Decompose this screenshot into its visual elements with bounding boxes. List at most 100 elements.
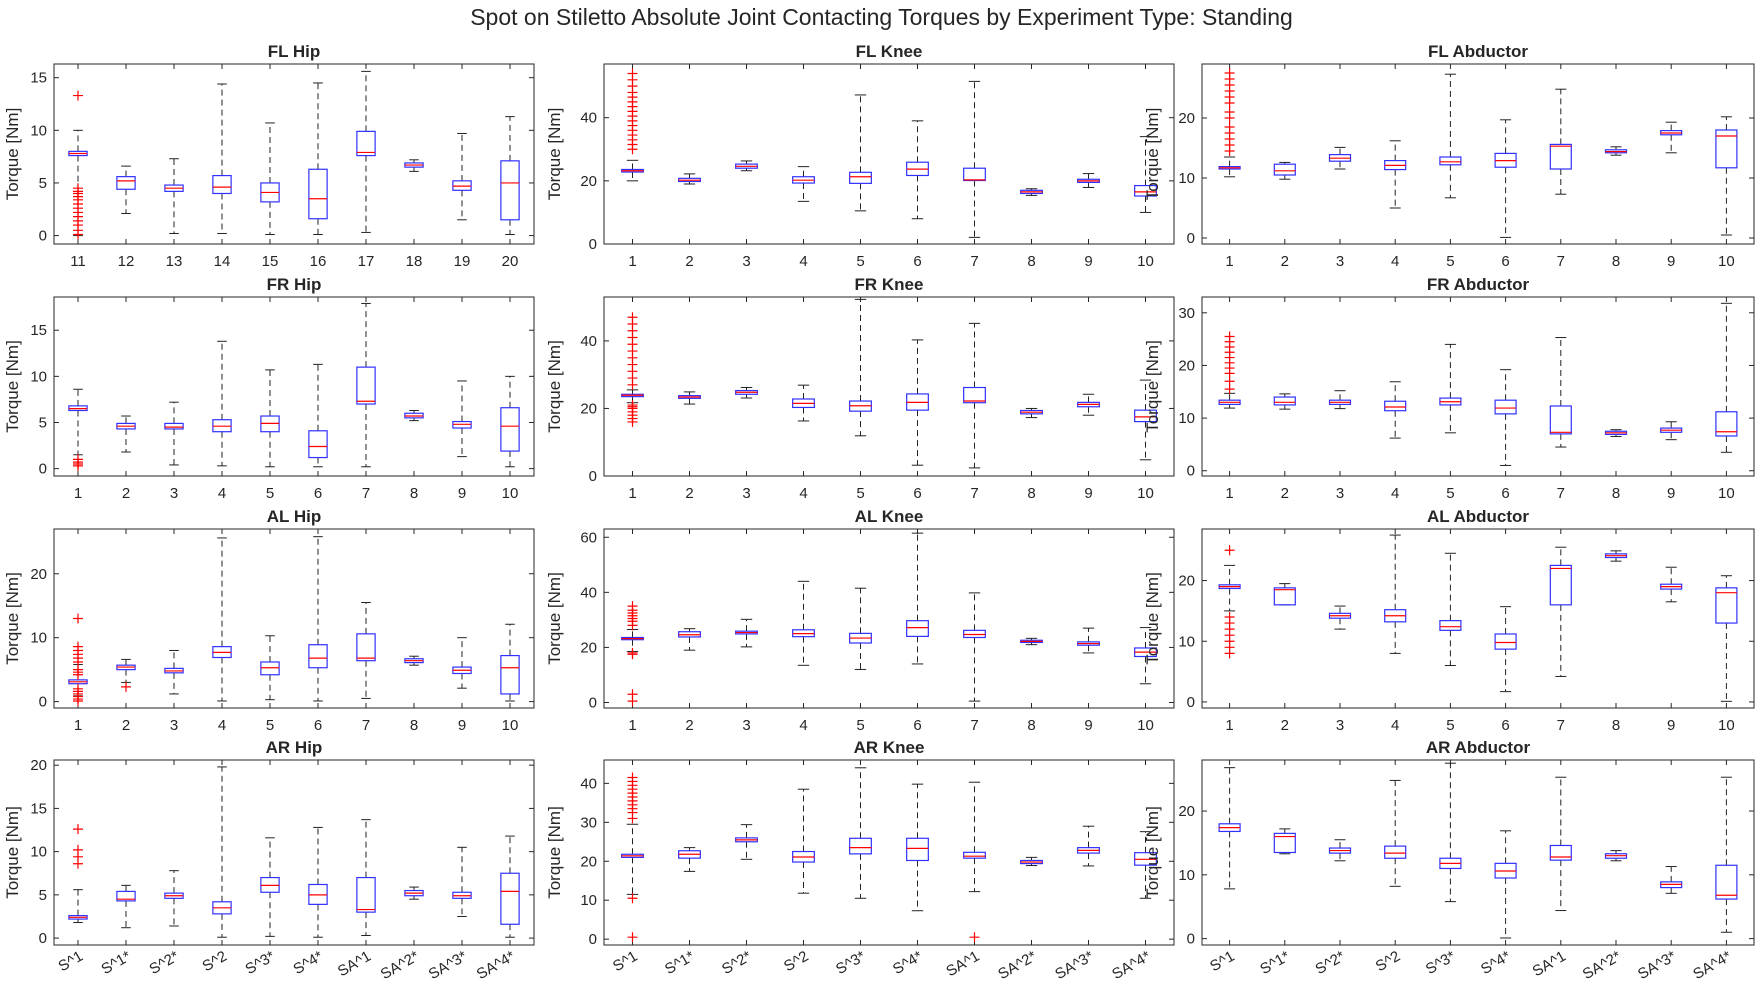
box-group xyxy=(1604,429,1628,438)
box-group xyxy=(212,766,232,938)
outlier-marker xyxy=(1224,68,1235,78)
x-tick-label: 5 xyxy=(266,485,274,502)
box-group xyxy=(1020,188,1043,196)
x-tick-label: 7 xyxy=(970,485,978,502)
box-group xyxy=(116,658,136,692)
outlier-marker xyxy=(627,649,638,660)
y-tick-label: 0 xyxy=(1187,230,1195,247)
box-group xyxy=(1384,140,1407,209)
y-tick-label: 40 xyxy=(580,584,597,601)
outlier-marker xyxy=(121,681,131,692)
box-group xyxy=(404,886,424,900)
box-group xyxy=(1715,575,1738,702)
y-tick-label: 40 xyxy=(580,333,597,350)
x-tick-label: 8 xyxy=(1612,253,1620,270)
x-tick-label: 8 xyxy=(410,485,418,502)
box-group xyxy=(356,819,376,936)
x-tick-label: 1 xyxy=(628,485,636,502)
subplot-ar-knee: AR Knee 0 10 20 30 40 Torque [Nm] S^1 S^1* S^2* S^… xyxy=(545,738,1175,983)
box-group xyxy=(260,369,280,468)
x-tick-label: 4 xyxy=(799,253,807,270)
x-tick-label: 10 xyxy=(502,717,519,734)
y-tick-label: 30 xyxy=(1178,305,1195,322)
outlier-marker xyxy=(627,68,638,79)
box-group xyxy=(1328,390,1352,410)
axes-frame xyxy=(1201,63,1755,245)
y-tick-label: 15 xyxy=(30,322,47,339)
box xyxy=(1273,832,1296,854)
x-tick-label: S^1* xyxy=(1257,948,1293,978)
x-tick-label: 7 xyxy=(970,717,978,734)
box xyxy=(116,890,136,902)
x-tick-label: 9 xyxy=(458,717,466,734)
box xyxy=(356,366,376,405)
box-group xyxy=(1020,856,1043,867)
x-tick-label: SA^1 xyxy=(1530,948,1569,980)
subplot-title: FL Hip xyxy=(268,42,321,61)
y-tick-label: 20 xyxy=(580,853,597,870)
box-group xyxy=(1218,331,1241,409)
x-tick-label: 9 xyxy=(1667,253,1675,270)
box-group xyxy=(1715,302,1738,453)
x-tick-label: 7 xyxy=(970,253,978,270)
y-axis-label: Torque [Nm] xyxy=(1143,806,1162,899)
box-group xyxy=(212,537,232,702)
x-tick-label: 4 xyxy=(218,485,226,502)
box xyxy=(849,837,872,855)
y-tick-label: 20 xyxy=(1178,803,1195,820)
box-group xyxy=(1077,825,1100,867)
box-group xyxy=(404,409,424,422)
axes-frame xyxy=(1201,296,1755,477)
box-group xyxy=(1134,136,1157,213)
outlier-marker xyxy=(73,695,83,706)
outlier-marker xyxy=(627,312,638,323)
outlier-marker xyxy=(1224,122,1235,132)
box-group xyxy=(1660,866,1683,894)
box-group xyxy=(1077,627,1100,654)
box xyxy=(1494,633,1517,650)
x-tick-label: 6 xyxy=(913,485,921,502)
box-group xyxy=(500,835,520,938)
axes-frame xyxy=(1201,759,1755,946)
y-axis-label: Torque [Nm] xyxy=(3,806,22,899)
x-tick-label: 1 xyxy=(74,717,82,734)
x-tick-label: 4 xyxy=(1391,253,1399,270)
x-tick-label: 11 xyxy=(70,253,86,270)
y-tick-label: 20 xyxy=(580,173,597,190)
y-axis-label: Torque [Nm] xyxy=(3,340,22,433)
x-tick-label: 2 xyxy=(122,717,130,734)
subplot-title: AR Abductor xyxy=(1426,738,1531,757)
x-tick-label: 8 xyxy=(1027,485,1035,502)
box-group xyxy=(1328,146,1352,170)
subplot-fl-knee: FL Knee 0 20 40 Torque [Nm] 1 2 3 4 5 6 7 8 9 10 xyxy=(545,42,1175,270)
x-tick-label: SA^4* xyxy=(1109,948,1153,983)
box xyxy=(1134,184,1157,197)
box-group xyxy=(1604,850,1628,862)
box-group xyxy=(308,82,328,236)
y-tick-label: 20 xyxy=(580,400,597,417)
box-group xyxy=(963,781,986,943)
x-tick-label: 7 xyxy=(1557,485,1565,502)
x-tick-label: 6 xyxy=(314,485,322,502)
box xyxy=(963,386,986,404)
box-group xyxy=(678,391,701,405)
box-group xyxy=(1273,828,1296,855)
x-tick-label: S^2 xyxy=(200,948,230,975)
box-group xyxy=(164,649,184,695)
x-tick-label: 3 xyxy=(1336,485,1344,502)
y-tick-label: 20 xyxy=(1178,110,1195,127)
axes-frame xyxy=(603,759,1175,946)
box-group xyxy=(678,847,701,872)
x-tick-label: SA^3* xyxy=(426,948,470,983)
x-tick-label: 18 xyxy=(406,253,423,270)
y-axis-label: Torque [Nm] xyxy=(545,806,564,899)
subplot-al-abductor: AL Abductor 0 10 20 Torque [Nm] 1 2 3 4 5 6 7 8 9 10 xyxy=(1143,507,1755,734)
box-group xyxy=(164,401,184,466)
x-tick-label: S^2 xyxy=(1373,948,1403,975)
x-tick-label: 5 xyxy=(856,253,864,270)
axes-frame xyxy=(603,296,1175,477)
x-tick-label: 12 xyxy=(118,253,135,270)
x-tick-label: 10 xyxy=(1718,717,1735,734)
box xyxy=(1715,129,1738,169)
y-tick-label: 0 xyxy=(39,930,47,947)
